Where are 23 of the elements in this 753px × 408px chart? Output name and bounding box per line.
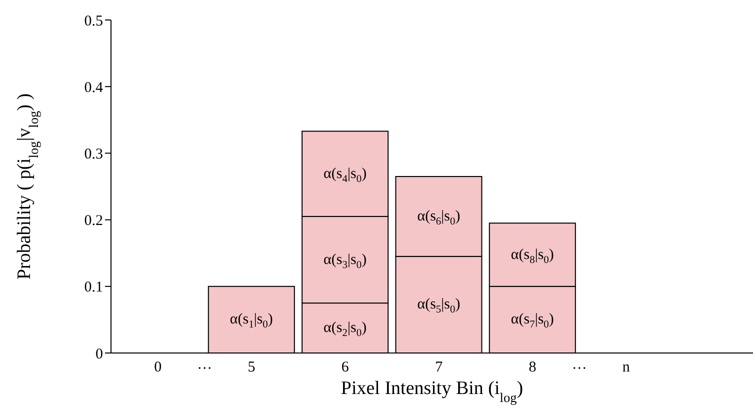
data-label: α(s$_{5}$|s$_{0}$): [417, 296, 460, 316]
data-label: α(s$_{8}$|s$_{0}$): [510, 246, 554, 266]
y-tick-label: 0: [96, 346, 103, 362]
x-tick-label: 8: [528, 360, 536, 376]
text: ···: [197, 361, 212, 377]
y-tick-label: 0.5: [84, 13, 103, 30]
text: ···: [572, 361, 587, 377]
x-axis-title: Pixel Intensity Bin (i$_{log}$): [340, 378, 524, 404]
x-tick-label: 7: [435, 360, 444, 376]
data-label: α(s$_{3}$|s$_{0}$): [324, 252, 367, 271]
data-label: α(s$_{2}$|s$_{0}$): [324, 320, 367, 340]
data-label: α(s$_{7}$|s$_{0}$): [510, 312, 554, 331]
x-tick-label: 6: [341, 360, 350, 376]
y-tick-label: 0.3: [84, 146, 103, 163]
y-tick-label: 0.4: [84, 80, 104, 96]
y-tick-label: 0.2: [84, 213, 103, 230]
data-label: α(s$_{4}$|s$_{0}$): [324, 166, 367, 185]
x-tick-label: 5: [248, 360, 256, 376]
data-label: α(s$_{6}$|s$_{0}$): [417, 208, 460, 228]
x-tick-label: n: [622, 360, 630, 376]
data-label: α(s$_{1}$|s$_{0}$): [230, 312, 273, 331]
x-tick-label: 0: [154, 360, 162, 376]
y-tick-label: 0.1: [84, 280, 103, 296]
